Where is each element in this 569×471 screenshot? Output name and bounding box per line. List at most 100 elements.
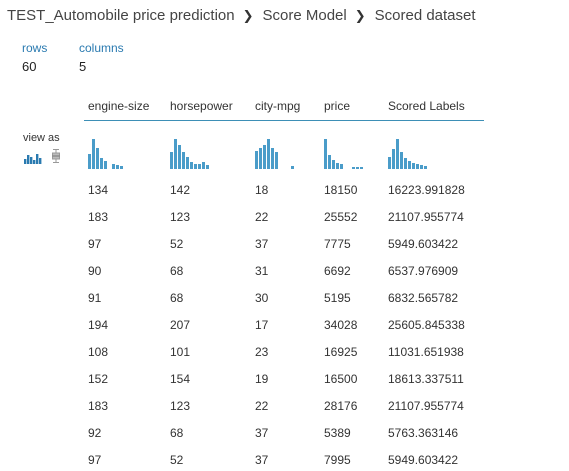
histogram-bar [404, 158, 407, 169]
cell-price[interactable]: 5389 [324, 426, 351, 440]
column-header-engine-size[interactable]: engine-size [88, 99, 150, 113]
cell-city-mpg[interactable]: 19 [255, 372, 269, 386]
table-row[interactable]: 108 101 23 16925 11031.651938 [0, 344, 569, 371]
cell-horsepower[interactable]: 68 [170, 264, 184, 278]
column-header-scored-labels[interactable]: Scored Labels [388, 99, 465, 113]
histogram-bar [190, 162, 193, 169]
cell-city-mpg[interactable]: 22 [255, 210, 269, 224]
cell-price[interactable]: 7775 [324, 237, 351, 251]
histogram-bar [336, 163, 339, 169]
histogram-bar [120, 166, 123, 169]
cell-price[interactable]: 5195 [324, 291, 351, 305]
histogram-price[interactable] [324, 137, 384, 169]
table-row[interactable]: 92 68 37 5389 5763.363146 [0, 425, 569, 452]
table-row[interactable]: 134 142 18 18150 16223.991828 [0, 182, 569, 209]
cell-price[interactable]: 34028 [324, 318, 358, 332]
histogram-bar [271, 148, 274, 169]
cell-engine-size[interactable]: 183 [88, 210, 109, 224]
cell-horsepower[interactable]: 123 [170, 210, 191, 224]
breadcrumb-module[interactable]: Score Model [262, 7, 347, 24]
cell-scored-labels[interactable]: 6832.565782 [388, 291, 459, 305]
cell-engine-size[interactable]: 194 [88, 318, 109, 332]
cell-price[interactable]: 16925 [324, 345, 358, 359]
cell-scored-labels[interactable]: 21107.955774 [388, 399, 464, 413]
header-divider [84, 120, 484, 121]
cell-price[interactable]: 6692 [324, 264, 351, 278]
breadcrumb-experiment[interactable]: TEST_Automobile price prediction [7, 7, 235, 24]
cell-engine-size[interactable]: 90 [88, 264, 102, 278]
cell-engine-size[interactable]: 92 [88, 426, 102, 440]
cell-city-mpg[interactable]: 23 [255, 345, 269, 359]
cell-city-mpg[interactable]: 17 [255, 318, 269, 332]
cell-price[interactable]: 28176 [324, 399, 358, 413]
cell-scored-labels[interactable]: 21107.955774 [388, 210, 464, 224]
table-row[interactable]: 183 123 22 25552 21107.955774 [0, 209, 569, 236]
histogram-icon[interactable] [24, 151, 42, 164]
cell-price[interactable]: 25552 [324, 210, 358, 224]
cell-price[interactable]: 16500 [324, 372, 358, 386]
cell-scored-labels[interactable]: 18613.337511 [388, 372, 464, 386]
cell-engine-size[interactable]: 183 [88, 399, 109, 413]
table-row[interactable]: 194 207 17 34028 25605.845338 [0, 317, 569, 344]
cell-city-mpg[interactable]: 18 [255, 183, 269, 197]
histogram-bar [194, 164, 197, 169]
table-row[interactable]: 97 52 37 7995 5949.603422 [0, 452, 569, 471]
histogram-svg [170, 139, 209, 169]
table-row[interactable]: 91 68 30 5195 6832.565782 [0, 290, 569, 317]
cell-scored-labels[interactable]: 5763.363146 [388, 426, 459, 440]
cell-city-mpg[interactable]: 31 [255, 264, 269, 278]
histogram-svg [88, 139, 123, 169]
cell-horsepower[interactable]: 52 [170, 453, 184, 467]
histogram-horsepower[interactable] [170, 137, 230, 169]
cell-horsepower[interactable]: 207 [170, 318, 191, 332]
column-header-price[interactable]: price [324, 99, 351, 113]
rows-label: rows [22, 41, 48, 55]
cell-city-mpg[interactable]: 37 [255, 453, 269, 467]
histogram-bar [92, 139, 95, 169]
histogram-bar [263, 145, 266, 169]
histogram-engine-size[interactable] [88, 137, 148, 169]
column-header-city-mpg[interactable]: city-mpg [255, 99, 301, 113]
table-row[interactable]: 97 52 37 7775 5949.603422 [0, 236, 569, 263]
cell-engine-size[interactable]: 152 [88, 372, 109, 386]
cell-horsepower[interactable]: 101 [170, 345, 191, 359]
histogram-bar [340, 164, 343, 169]
cell-scored-labels[interactable]: 25605.845338 [388, 318, 465, 332]
histogram-bar [328, 155, 331, 169]
cell-engine-size[interactable]: 108 [88, 345, 109, 359]
cell-price[interactable]: 18150 [324, 183, 358, 197]
table-row[interactable]: 90 68 31 6692 6537.976909 [0, 263, 569, 290]
cell-city-mpg[interactable]: 37 [255, 426, 269, 440]
cell-scored-labels[interactable]: 11031.651938 [388, 345, 464, 359]
column-header-horsepower[interactable]: horsepower [170, 99, 233, 113]
histogram-bar [352, 167, 355, 169]
cell-engine-size[interactable]: 91 [88, 291, 102, 305]
cell-scored-labels[interactable]: 6537.976909 [388, 264, 459, 278]
cell-price[interactable]: 7995 [324, 453, 351, 467]
histogram-bar [112, 164, 115, 169]
boxplot-icon[interactable] [51, 149, 61, 163]
chevron-right-icon: ❯ [354, 7, 366, 23]
cell-horsepower[interactable]: 142 [170, 183, 191, 197]
cell-horsepower[interactable]: 52 [170, 237, 184, 251]
histogram-bar [392, 149, 395, 169]
cell-scored-labels[interactable]: 5949.603422 [388, 237, 459, 251]
cell-horsepower[interactable]: 68 [170, 291, 184, 305]
cell-horsepower[interactable]: 68 [170, 426, 184, 440]
cell-horsepower[interactable]: 154 [170, 372, 191, 386]
cell-city-mpg[interactable]: 37 [255, 237, 269, 251]
cell-city-mpg[interactable]: 22 [255, 399, 269, 413]
cell-engine-size[interactable]: 97 [88, 237, 102, 251]
cell-horsepower[interactable]: 123 [170, 399, 191, 413]
histogram-scored-labels[interactable] [388, 137, 448, 169]
cell-scored-labels[interactable]: 16223.991828 [388, 183, 465, 197]
cell-city-mpg[interactable]: 30 [255, 291, 269, 305]
table-row[interactable]: 152 154 19 16500 18613.337511 [0, 371, 569, 398]
cell-engine-size[interactable]: 134 [88, 183, 109, 197]
histogram-city-mpg[interactable] [255, 137, 315, 169]
histogram-bar [412, 163, 415, 169]
cell-engine-size[interactable]: 97 [88, 453, 102, 467]
histogram-bar [255, 151, 258, 169]
cell-scored-labels[interactable]: 5949.603422 [388, 453, 459, 467]
table-row[interactable]: 183 123 22 28176 21107.955774 [0, 398, 569, 425]
